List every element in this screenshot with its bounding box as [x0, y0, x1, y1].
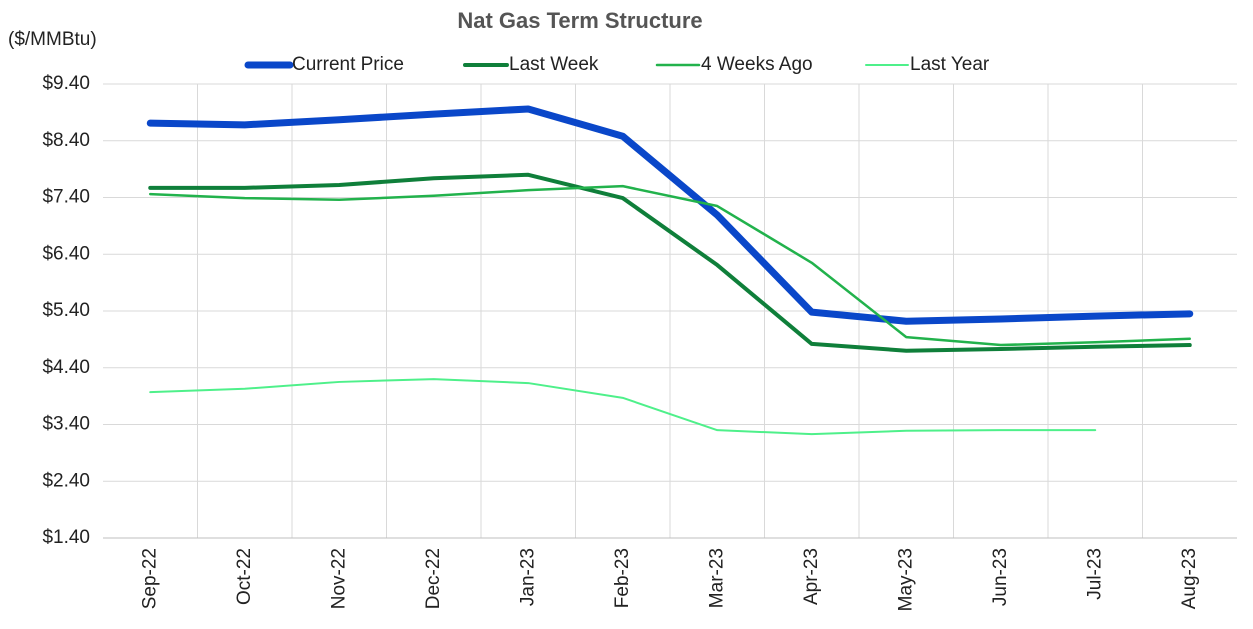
- y-tick-label: $8.40: [42, 130, 90, 151]
- x-tick-label: May-23: [895, 548, 916, 611]
- series-line: [149, 378, 1097, 436]
- y-tick-label: $9.40: [42, 73, 90, 94]
- x-tick-label: Mar-23: [706, 548, 727, 608]
- legend-label: Current Price: [292, 54, 404, 75]
- x-tick-label: Oct-22: [234, 548, 255, 605]
- legend-label: Last Year: [910, 54, 990, 75]
- x-tick-label: Feb-23: [612, 548, 633, 608]
- legend-label: Last Week: [509, 54, 599, 75]
- x-tick-label: Dec-22: [423, 548, 444, 609]
- series-line: [149, 184, 1191, 347]
- y-tick-label: $2.40: [42, 470, 90, 491]
- y-tick-label: $4.40: [42, 357, 90, 378]
- legend-label: 4 Weeks Ago: [701, 54, 813, 75]
- chart-title: Nat Gas Term Structure: [457, 8, 702, 33]
- y-tick-label: $5.40: [42, 300, 90, 321]
- y-tick-label: $3.40: [42, 414, 90, 435]
- series-line: [146, 105, 1194, 325]
- x-tick-label: Apr-23: [801, 548, 822, 605]
- x-tick-label: Sep-22: [139, 548, 160, 609]
- y-tick-label: $6.40: [42, 243, 90, 264]
- x-tick-label: Nov-22: [328, 548, 349, 609]
- x-tick-label: Jan-23: [517, 548, 538, 606]
- series-line: [148, 172, 1192, 353]
- y-axis-label: ($/MMBtu): [8, 29, 97, 50]
- y-tick-label: $7.40: [42, 187, 90, 208]
- x-tick-label: Jul-23: [1084, 548, 1105, 600]
- y-tick-label: $1.40: [42, 527, 90, 548]
- x-tick-label: Aug-23: [1179, 548, 1200, 609]
- x-tick-label: Jun-23: [990, 548, 1011, 606]
